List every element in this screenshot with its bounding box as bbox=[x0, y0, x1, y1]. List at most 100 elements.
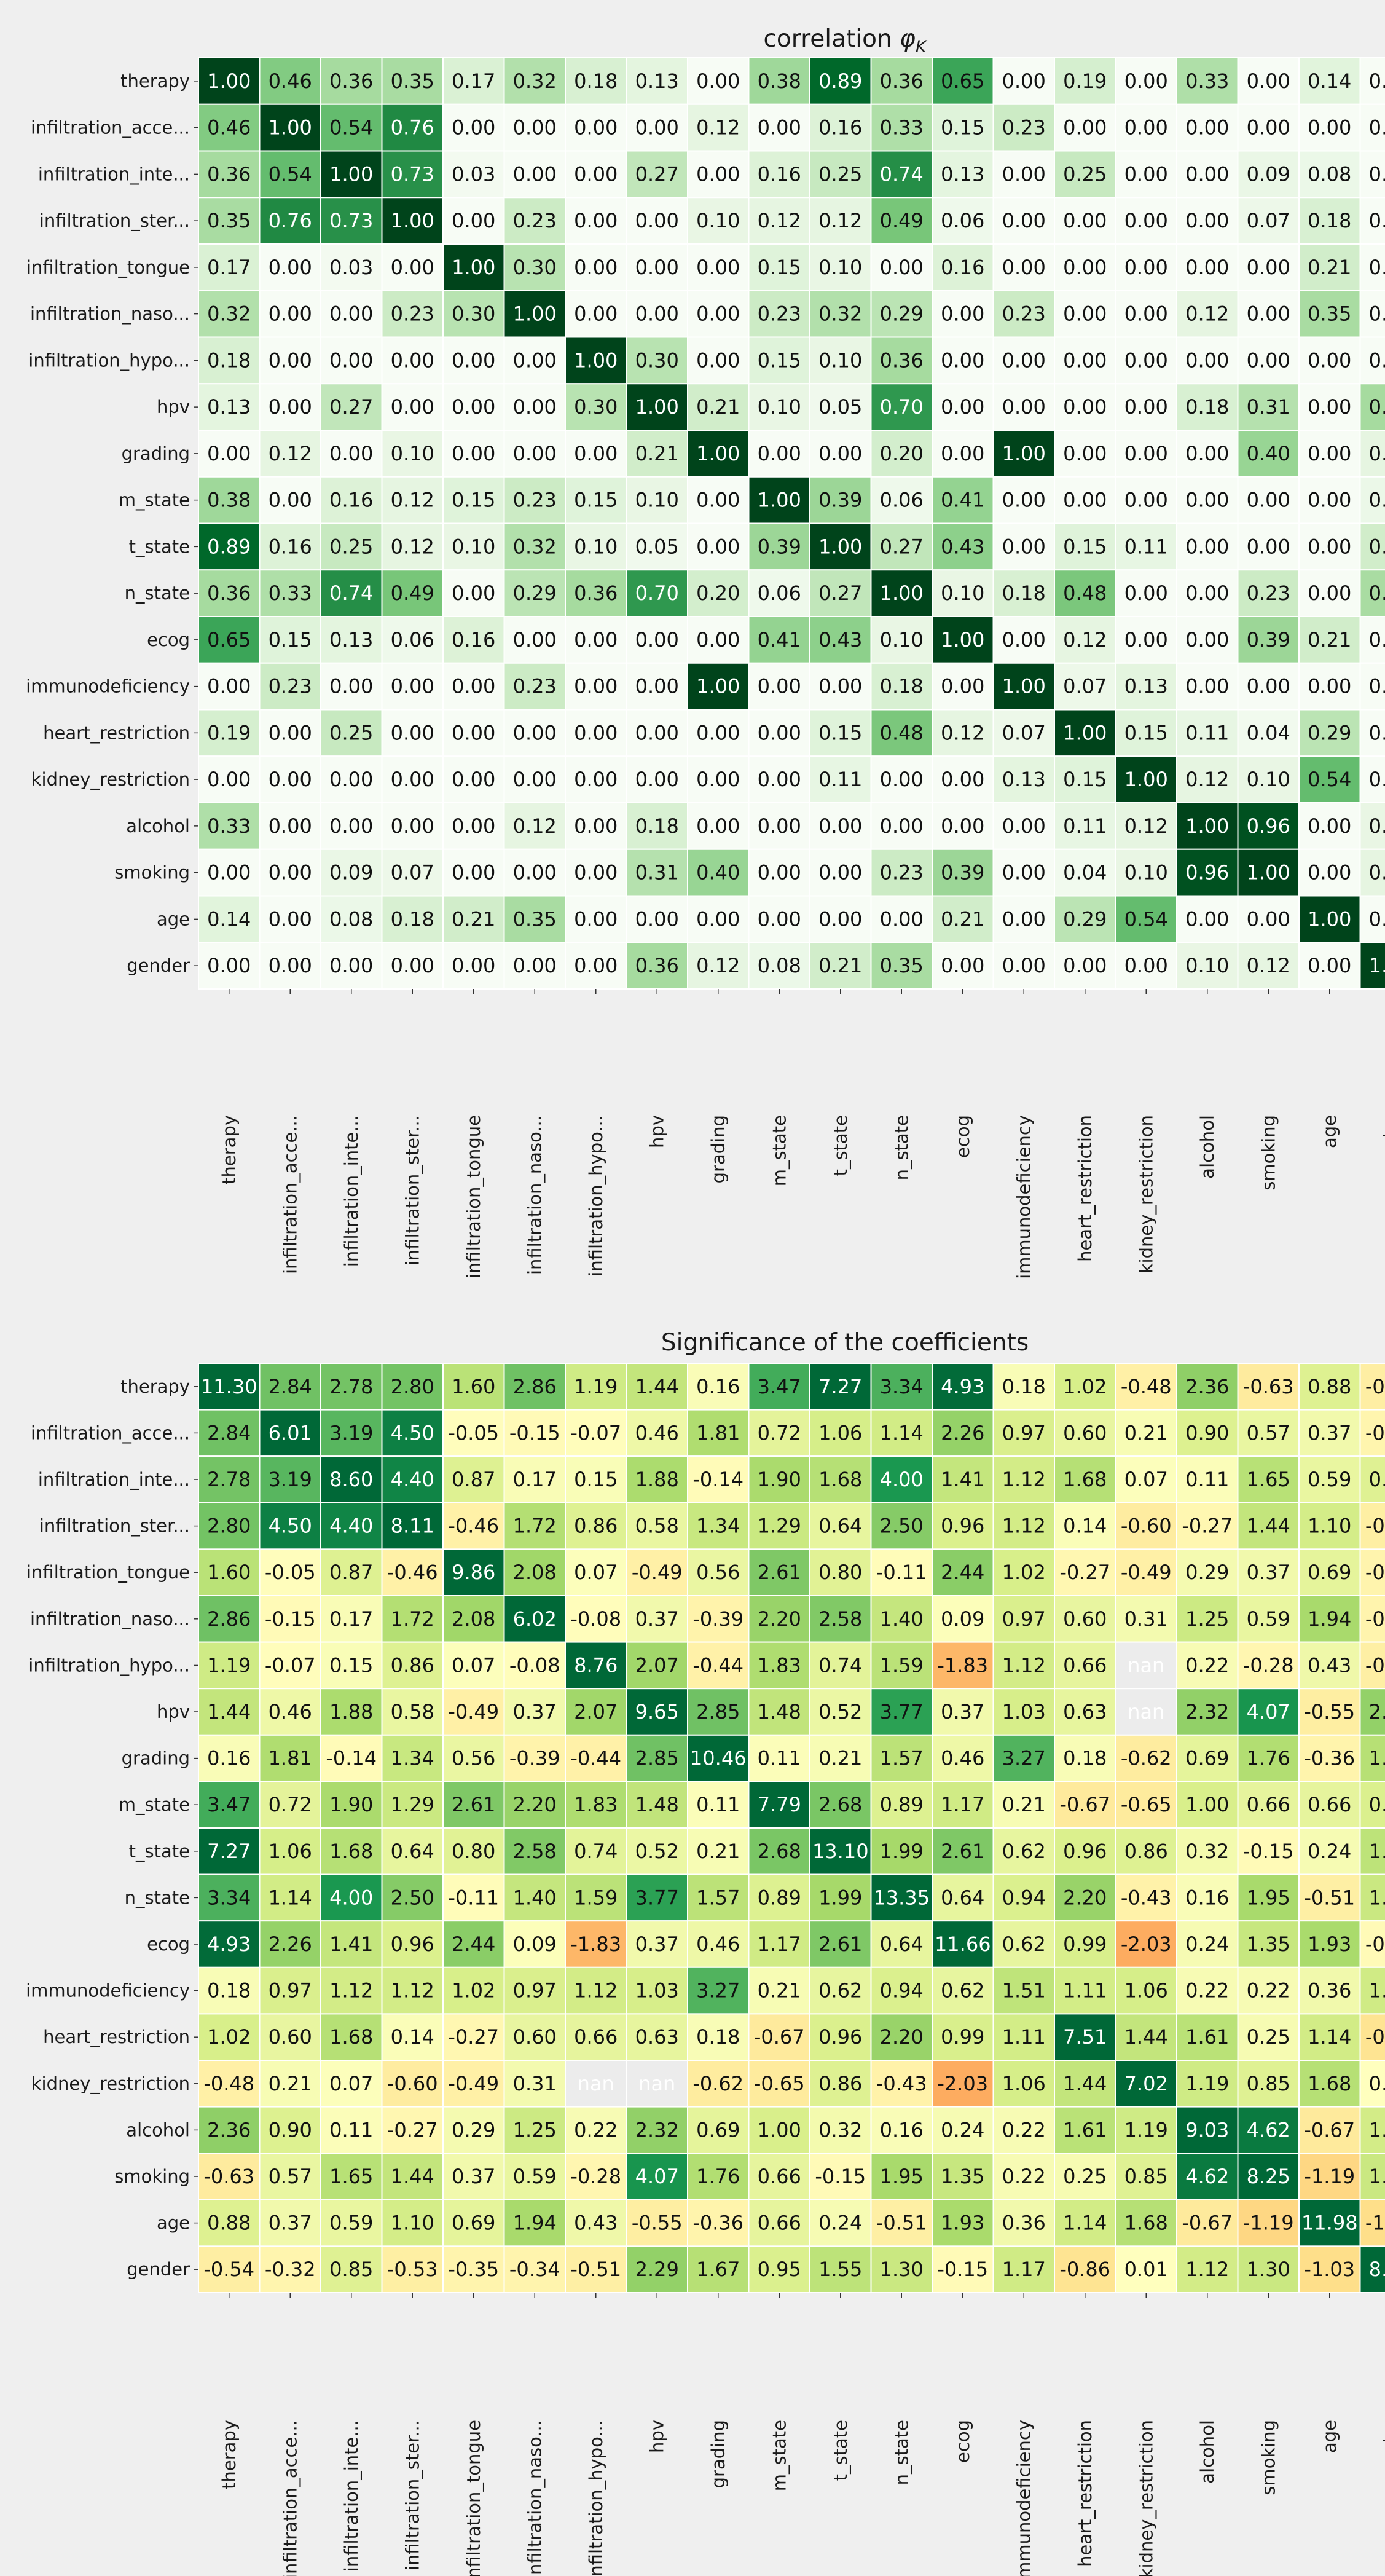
heatmap-cell bbox=[1115, 57, 1177, 105]
cell-value: 2.85 bbox=[635, 1747, 679, 1770]
heatmap-cell bbox=[1237, 1827, 1300, 1875]
heatmap-cell bbox=[259, 476, 321, 524]
cell-value: 1.93 bbox=[941, 2212, 984, 2235]
cell-value: 0.63 bbox=[635, 2025, 679, 2049]
heatmap-cell bbox=[381, 662, 444, 711]
cell-value: 1.00 bbox=[574, 349, 618, 372]
heatmap-cell bbox=[320, 1641, 383, 1690]
heatmap-cell bbox=[1298, 1966, 1361, 2015]
column-label: hpv bbox=[646, 1115, 667, 1148]
cell-value: 8.11 bbox=[391, 1514, 434, 1538]
heatmap-cell bbox=[870, 1502, 933, 1550]
column-label: n_state bbox=[891, 1115, 912, 1180]
cell-value: 1.00 bbox=[1002, 442, 1046, 465]
heatmap-cell bbox=[626, 662, 688, 711]
cell-value: 0.00 bbox=[941, 302, 984, 326]
cell-value: 0.23 bbox=[1002, 116, 1046, 140]
cell-value: 0.86 bbox=[574, 1514, 618, 1538]
cell-value: 0.89 bbox=[758, 1886, 801, 1909]
cell-value: 9.65 bbox=[635, 1700, 679, 1723]
cell-value: 0.37 bbox=[1308, 1421, 1351, 1444]
cell-value: 0.00 bbox=[1063, 256, 1107, 279]
heatmap-cell bbox=[1115, 1363, 1177, 1411]
cell-value: 0.00 bbox=[696, 628, 740, 652]
cell-value: -0.34 bbox=[509, 2258, 560, 2281]
cell-value: 1.25 bbox=[513, 2118, 557, 2141]
heatmap-cell bbox=[809, 1966, 872, 2015]
cell-value: 0.00 bbox=[941, 349, 984, 372]
cell-value: 2.61 bbox=[818, 1932, 862, 1956]
cell-value: 0.15 bbox=[1124, 721, 1168, 744]
column-label: heart_restriction bbox=[1075, 2420, 1096, 2567]
cell-value: -0.53 bbox=[1365, 1514, 1385, 1538]
cell-value: 1.68 bbox=[1063, 1468, 1107, 1491]
heatmap-cell bbox=[565, 2060, 627, 2108]
cell-value: 4.93 bbox=[941, 1375, 984, 1398]
cell-value: 1.00 bbox=[696, 675, 740, 698]
row-label: m_state bbox=[119, 490, 190, 511]
cell-value: 0.07 bbox=[1002, 721, 1046, 744]
heatmap-cell bbox=[565, 1966, 627, 2015]
heatmap-cell bbox=[992, 1827, 1055, 1875]
heatmap-cell bbox=[870, 2106, 933, 2154]
row-label: infiltration_ster... bbox=[39, 1516, 190, 1537]
column-label: therapy bbox=[219, 2420, 240, 2489]
cell-value: 0.74 bbox=[329, 581, 373, 605]
heatmap-cell bbox=[748, 569, 810, 617]
cell-value: 2.58 bbox=[818, 1607, 862, 1631]
heatmap-cell bbox=[626, 755, 688, 803]
cell-value: 0.00 bbox=[513, 768, 557, 791]
cell-value: 0.19 bbox=[1063, 69, 1107, 93]
heatmap-cell bbox=[259, 383, 321, 431]
heatmap-cell bbox=[1298, 1548, 1361, 1596]
cell-value: 0.00 bbox=[1063, 209, 1107, 232]
cell-value: 2.86 bbox=[513, 1375, 557, 1398]
cell-value: 0.21 bbox=[1002, 1793, 1046, 1816]
cell-value: 3.34 bbox=[207, 1886, 251, 1909]
cell-value: 0.03 bbox=[452, 162, 495, 186]
cell-value: 0.00 bbox=[941, 768, 984, 791]
heatmap-cell bbox=[626, 895, 688, 943]
heatmap-cell bbox=[503, 383, 566, 431]
heatmap-cell bbox=[381, 1595, 444, 1643]
heatmap-cell bbox=[932, 662, 994, 711]
cell-value: 1.19 bbox=[1185, 2072, 1229, 2095]
cell-value: 0.00 bbox=[1002, 814, 1046, 838]
column-label: gender bbox=[1380, 1115, 1385, 1178]
heatmap-cell bbox=[1298, 1455, 1361, 1503]
heatmap-cell bbox=[687, 848, 750, 897]
cell-value: 0.99 bbox=[941, 2025, 984, 2049]
heatmap-cell bbox=[1237, 103, 1300, 152]
cell-value: 0.32 bbox=[818, 2118, 862, 2141]
heatmap-cell bbox=[626, 569, 688, 617]
cell-value: -0.15 bbox=[265, 1607, 316, 1631]
heatmap-cell bbox=[870, 2060, 933, 2108]
cell-value: 0.00 bbox=[1247, 116, 1290, 140]
cell-value: 0.01 bbox=[1369, 2072, 1385, 2095]
cell-value: 0.00 bbox=[1185, 349, 1229, 372]
cell-value: 0.35 bbox=[1369, 581, 1385, 605]
cell-value: 0.10 bbox=[880, 628, 924, 652]
row-label: heart_restriction bbox=[43, 722, 190, 743]
cell-value: 0.00 bbox=[1247, 675, 1290, 698]
heatmap-cell bbox=[565, 1827, 627, 1875]
heatmap-cell bbox=[932, 895, 994, 943]
cell-value: 0.64 bbox=[941, 1886, 984, 1909]
cell-value: 0.00 bbox=[1124, 954, 1168, 977]
cell-value: 0.11 bbox=[329, 2118, 373, 2141]
cell-value: 0.18 bbox=[1063, 1747, 1107, 1770]
cell-value: 0.16 bbox=[818, 116, 862, 140]
heatmap-cell bbox=[1298, 1688, 1361, 1736]
significance-heatmap: Significance of the coefficients 11.30 2.… bbox=[26, 1329, 1385, 2576]
heatmap-cell bbox=[1298, 1641, 1361, 1690]
cell-value: 0.00 bbox=[1369, 69, 1385, 93]
heatmap-cell bbox=[565, 802, 627, 850]
row-label: gender bbox=[127, 955, 190, 976]
cell-value: 1.00 bbox=[941, 628, 984, 652]
heatmap-cell bbox=[1054, 1455, 1116, 1503]
heatmap-cell bbox=[687, 1548, 750, 1596]
heatmap-cell bbox=[992, 942, 1055, 990]
cell-value: 0.95 bbox=[1369, 1793, 1385, 1816]
heatmap-cell bbox=[1298, 150, 1361, 199]
cell-value: 0.11 bbox=[818, 768, 862, 791]
